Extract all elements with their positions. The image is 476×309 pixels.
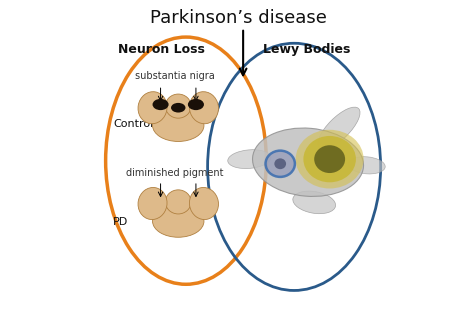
Ellipse shape [189, 92, 218, 124]
Ellipse shape [152, 109, 204, 142]
Text: Control: Control [113, 119, 153, 129]
Ellipse shape [303, 136, 355, 182]
Text: substantia nigra: substantia nigra [135, 71, 215, 81]
Ellipse shape [295, 130, 363, 188]
Text: Parkinson’s disease: Parkinson’s disease [150, 9, 326, 27]
Ellipse shape [188, 99, 204, 110]
Ellipse shape [252, 128, 363, 197]
Text: diminished pigment: diminished pigment [126, 168, 223, 178]
Text: Lewy Bodies: Lewy Bodies [262, 43, 349, 56]
Ellipse shape [165, 94, 191, 118]
Ellipse shape [165, 190, 191, 214]
Ellipse shape [314, 145, 344, 173]
Ellipse shape [189, 188, 218, 219]
Ellipse shape [138, 92, 167, 124]
Ellipse shape [152, 99, 168, 110]
Ellipse shape [138, 188, 167, 219]
Ellipse shape [292, 191, 335, 214]
Ellipse shape [171, 103, 185, 112]
Ellipse shape [274, 159, 286, 169]
Ellipse shape [152, 205, 204, 237]
Ellipse shape [265, 151, 294, 177]
Ellipse shape [227, 150, 270, 169]
Ellipse shape [317, 107, 359, 149]
Ellipse shape [347, 157, 385, 174]
Text: Neuron Loss: Neuron Loss [118, 43, 204, 56]
Text: PD: PD [113, 218, 129, 227]
